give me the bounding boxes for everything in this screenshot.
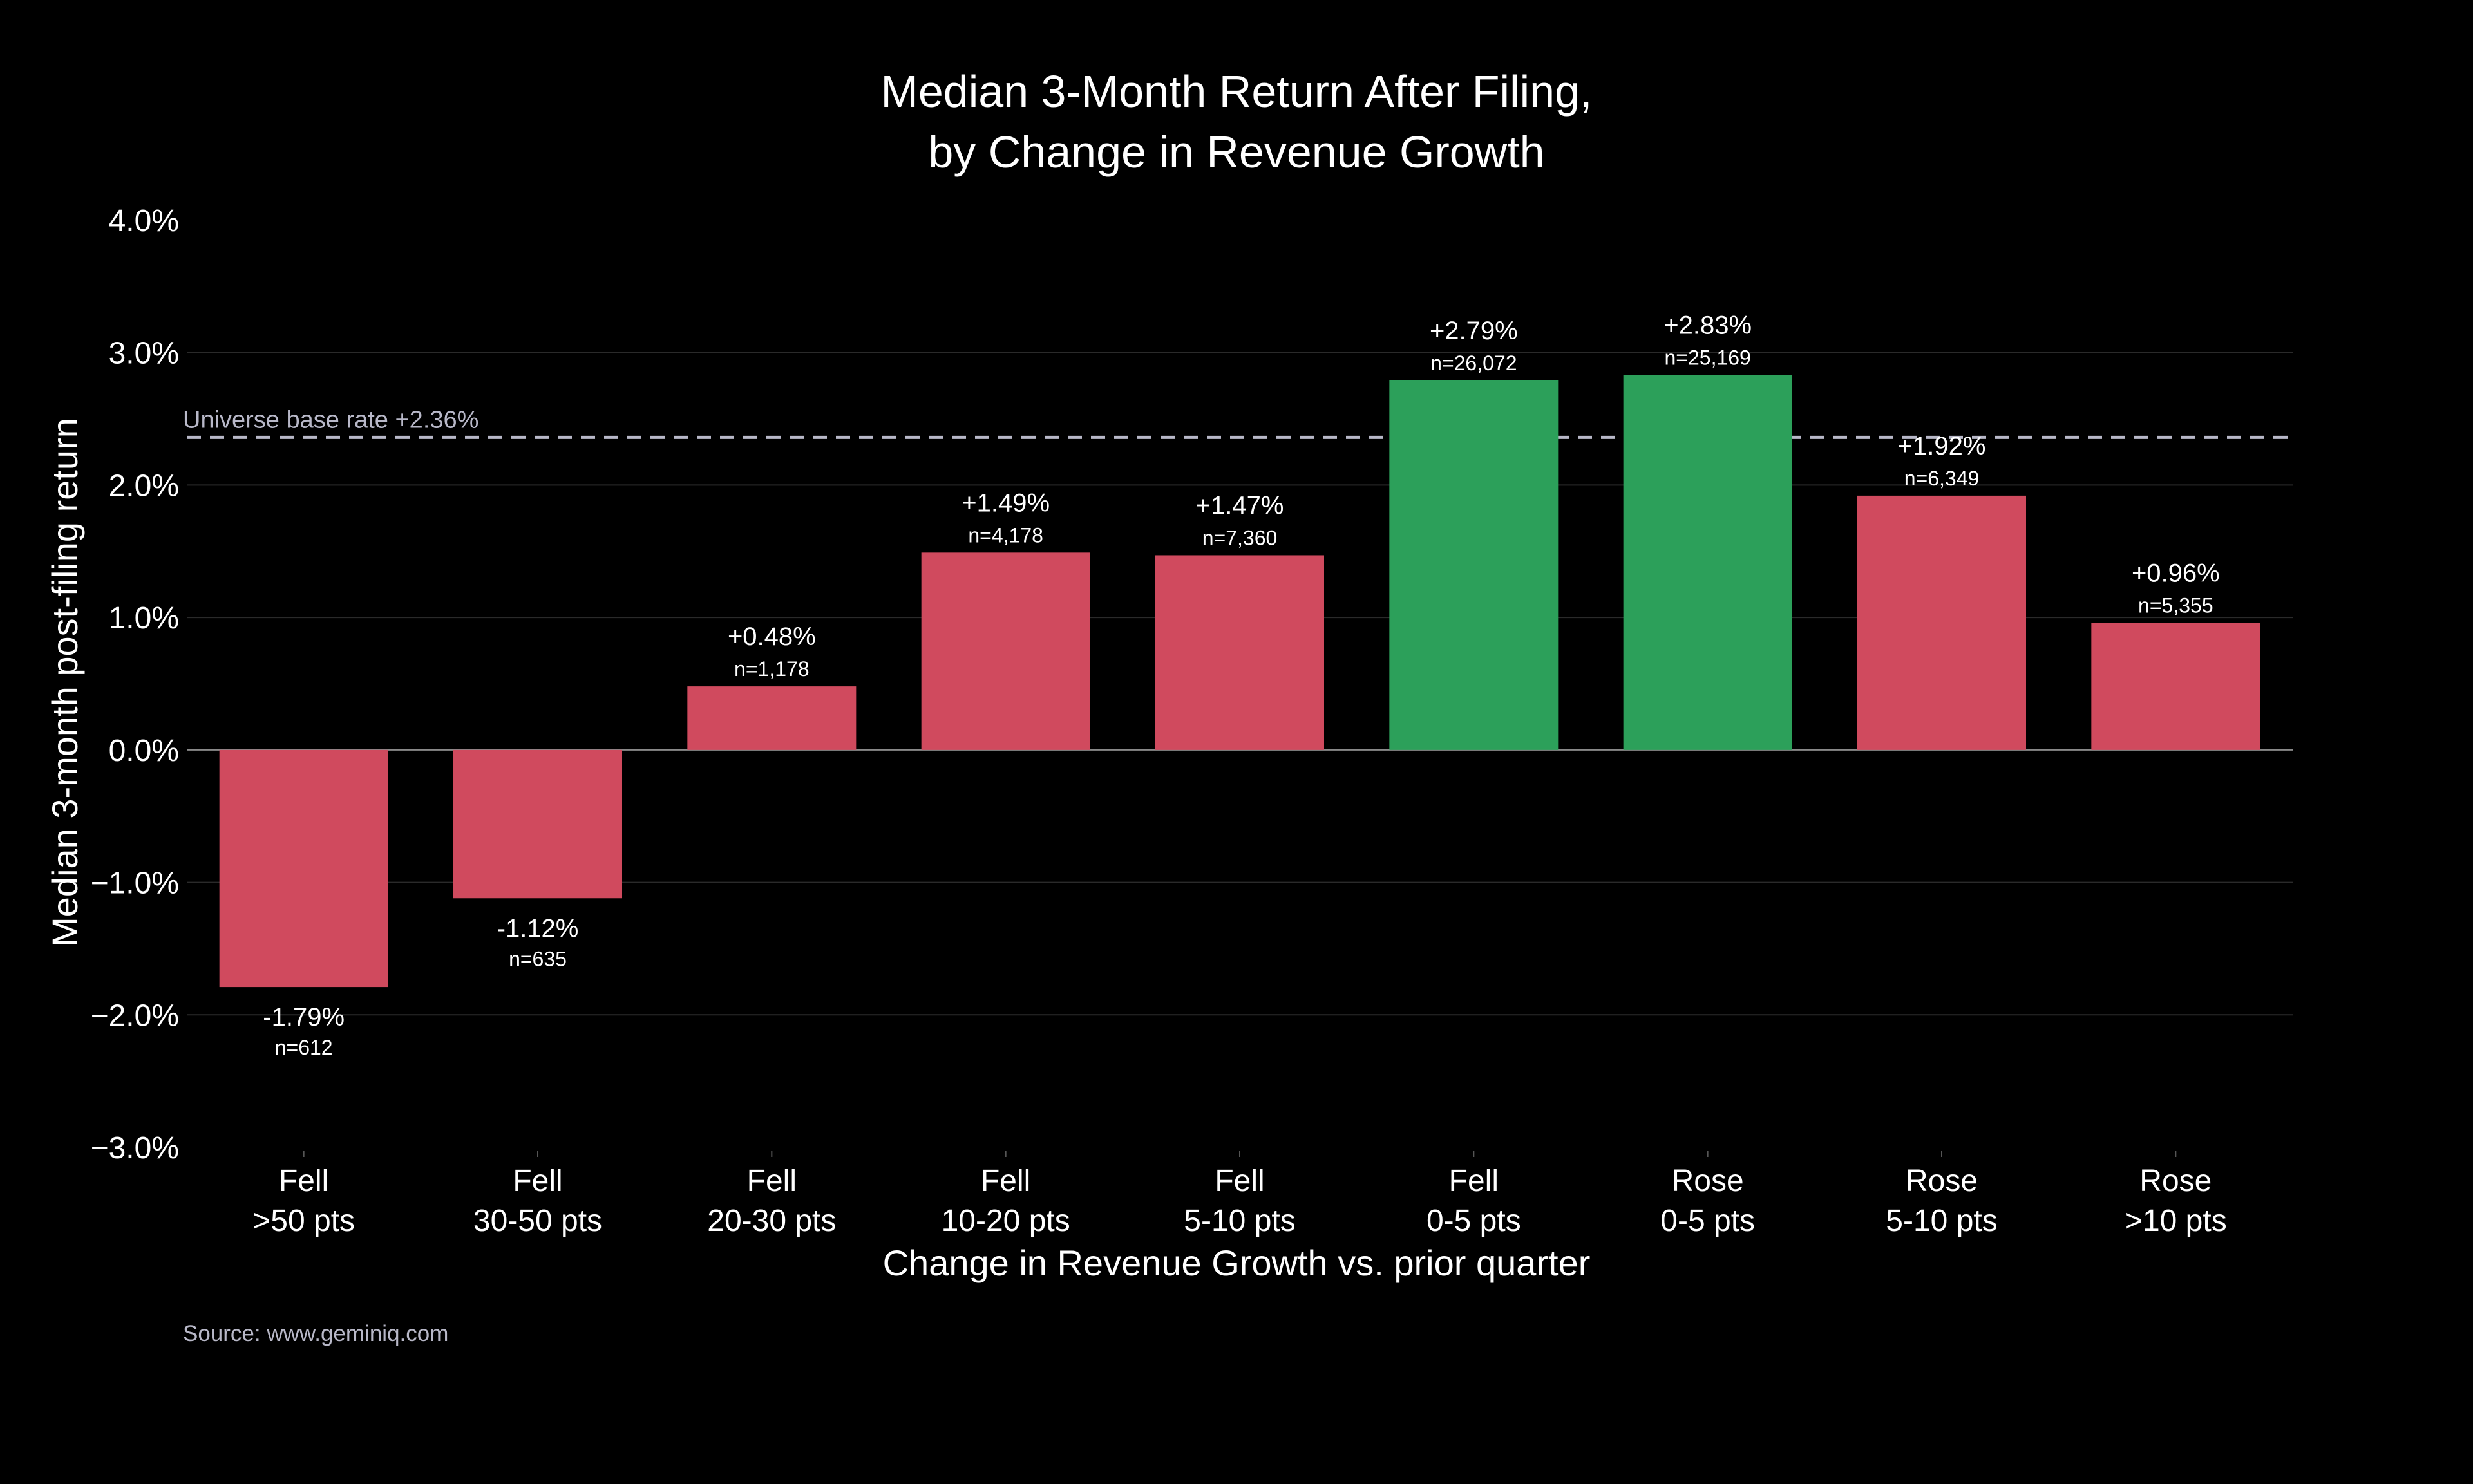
bar-n-label: n=25,169 — [1664, 346, 1750, 370]
bar — [1623, 375, 1792, 750]
bar — [1155, 555, 1324, 750]
bar-value-label: +2.79% — [1430, 317, 1518, 345]
x-tick-label: 20-30 pts — [707, 1204, 836, 1238]
bar — [453, 749, 622, 899]
bar-value-label: +1.92% — [1898, 432, 1986, 460]
y-axis-title: Median 3-month post-filing return — [44, 418, 85, 947]
bar-value-label: -1.79% — [263, 1003, 345, 1031]
bar — [1389, 380, 1559, 750]
bar-value-label: -1.12% — [497, 914, 579, 943]
bar — [687, 686, 857, 750]
bar-n-label: n=6,349 — [1904, 467, 1980, 490]
axes: Median 3-Month Return After Filing, by Ch… — [44, 66, 2227, 1346]
y-tick-label: 3.0% — [109, 337, 179, 371]
x-axis-title: Change in Revenue Growth vs. prior quart… — [883, 1243, 1591, 1283]
reference-line-label: Universe base rate +2.36% — [183, 406, 478, 433]
bar-value-label: +2.83% — [1663, 312, 1752, 340]
y-tick-label: −1.0% — [91, 867, 179, 901]
y-tick-label: 1.0% — [109, 601, 179, 635]
bar-n-label: n=26,072 — [1430, 352, 1517, 375]
chart-title-line: Median 3-Month Return After Filing, — [881, 66, 1593, 117]
x-tick-label: Rose — [1672, 1164, 1744, 1198]
reference-line-group: Universe base rate +2.36% — [183, 406, 2293, 439]
x-tick-label: >50 pts — [252, 1204, 355, 1238]
x-tick-label: 30-50 pts — [473, 1204, 602, 1238]
x-tick-label: Rose — [1906, 1164, 1978, 1198]
bar — [2091, 623, 2260, 750]
x-tick-label: Fell — [513, 1164, 562, 1198]
x-tick-label: Fell — [279, 1164, 328, 1198]
y-tick-label: −2.0% — [91, 999, 179, 1033]
source-note: Source: www.geminiq.com — [183, 1321, 448, 1346]
bar-n-label: n=5,355 — [2138, 594, 2213, 617]
y-tick-label: 4.0% — [109, 204, 179, 238]
bar-value-label: +0.96% — [2132, 559, 2220, 587]
bar — [219, 749, 388, 988]
data-labels: -1.79% n=612 -1.12% n=635 +0.48% n=1,178 +1.49… — [263, 312, 2219, 1059]
x-tick-label: 10-20 pts — [942, 1204, 1070, 1238]
y-tick-label: 0.0% — [109, 734, 179, 768]
bar — [921, 552, 1090, 750]
x-tick-label: Fell — [1215, 1164, 1264, 1198]
x-tick-label: 0-5 pts — [1660, 1204, 1755, 1238]
y-tick-label: 2.0% — [109, 469, 179, 503]
bar-n-label: n=7,360 — [1202, 526, 1278, 549]
y-tick-label: −3.0% — [91, 1131, 179, 1165]
bar-n-label: n=1,178 — [734, 657, 810, 681]
x-tick-label: 5-10 pts — [1184, 1204, 1295, 1238]
bar-value-label: +0.48% — [728, 623, 816, 651]
bar-value-label: +1.47% — [1196, 491, 1284, 520]
bar-n-label: n=635 — [509, 947, 567, 970]
bar-n-label: n=612 — [275, 1036, 333, 1059]
x-tick-label: Fell — [1449, 1164, 1499, 1198]
x-tick-label: >10 pts — [2125, 1204, 2227, 1238]
x-tick-label: 0-5 pts — [1426, 1204, 1521, 1238]
bar — [1857, 495, 2026, 750]
bar-value-label: +1.49% — [962, 489, 1050, 517]
x-tick-label: Fell — [981, 1164, 1030, 1198]
bar-n-label: n=4,178 — [968, 523, 1043, 547]
x-tick-label: 5-10 pts — [1886, 1204, 1997, 1238]
bars — [219, 375, 2260, 988]
chart-title-line: by Change in Revenue Growth — [928, 127, 1544, 177]
x-tick-label: Rose — [2139, 1164, 2212, 1198]
x-tick-label: Fell — [747, 1164, 797, 1198]
